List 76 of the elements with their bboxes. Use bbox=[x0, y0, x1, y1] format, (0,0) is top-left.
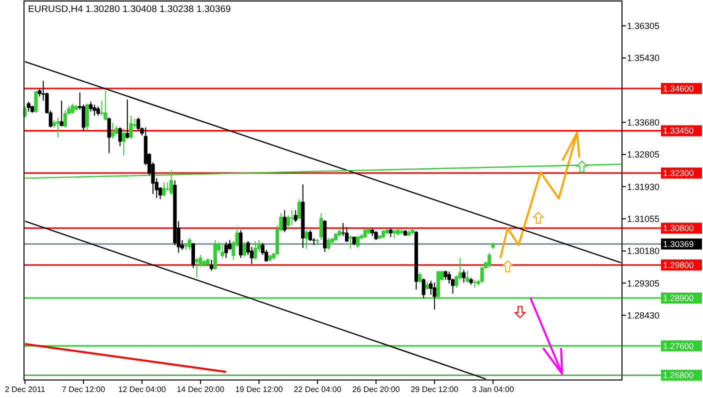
x-tick-label: 3 Jan 04:00 bbox=[472, 385, 514, 394]
candlestick bbox=[224, 242, 228, 258]
candlestick bbox=[418, 272, 422, 284]
candlestick bbox=[195, 257, 199, 278]
candlestick bbox=[344, 226, 349, 243]
candlestick bbox=[308, 230, 312, 242]
ref-line-label: 1.33450 bbox=[663, 126, 694, 136]
candlestick bbox=[488, 252, 492, 268]
candlestick bbox=[26, 101, 30, 112]
candlestick bbox=[118, 126, 122, 147]
y-tick-label: 1.30180 bbox=[627, 246, 660, 256]
candlestick bbox=[100, 100, 104, 116]
ref-line-label: 1.29800 bbox=[663, 260, 694, 270]
candlestick bbox=[85, 103, 89, 131]
candlestick bbox=[63, 110, 68, 128]
candlestick bbox=[432, 282, 436, 310]
candlestick bbox=[326, 238, 330, 250]
candlestick bbox=[254, 240, 258, 260]
candlestick bbox=[297, 198, 302, 220]
candlestick bbox=[188, 238, 192, 250]
candlestick bbox=[129, 115, 133, 139]
candlestick bbox=[56, 117, 60, 138]
candlestick bbox=[104, 90, 108, 121]
ref-line-label: 1.28900 bbox=[663, 293, 694, 303]
y-tick-label: 1.31930 bbox=[627, 182, 660, 192]
candlestick bbox=[89, 101, 93, 112]
candlestick bbox=[290, 210, 294, 226]
x-tick-label: 29 Dec 12:00 bbox=[410, 385, 459, 394]
x-tick-label: 2 Dec 2011 bbox=[4, 385, 46, 394]
y-tick-label: 1.28430 bbox=[627, 310, 660, 320]
ref-line-label: 1.32300 bbox=[663, 168, 694, 178]
candlestick bbox=[348, 234, 352, 250]
candlestick bbox=[110, 122, 115, 139]
candlestick bbox=[34, 90, 38, 114]
x-tick-label: 14 Dec 20:00 bbox=[176, 385, 225, 394]
ref-line-label: 1.34600 bbox=[663, 83, 694, 94]
x-tick-label: 7 Dec 12:00 bbox=[62, 385, 106, 394]
y-tick-label: 1.35430 bbox=[627, 53, 660, 64]
candlestick bbox=[282, 210, 286, 233]
y-tick-label: 1.33680 bbox=[627, 117, 660, 128]
candlestick bbox=[60, 100, 64, 127]
chart-title: EURUSD,H4 1.30280 1.30408 1.30238 1.30369 bbox=[28, 4, 231, 15]
candlestick bbox=[126, 99, 130, 139]
candlestick bbox=[238, 230, 243, 258]
candlestick bbox=[466, 270, 470, 284]
candlestick bbox=[96, 106, 100, 116]
candlestick bbox=[462, 269, 466, 284]
candlestick bbox=[392, 228, 396, 239]
candlestick bbox=[92, 104, 96, 116]
candlestick bbox=[220, 244, 224, 258]
x-tick-label: 26 Dec 20:00 bbox=[352, 385, 400, 394]
candlestick bbox=[162, 182, 166, 197]
ref-line-label: 1.30800 bbox=[663, 223, 694, 234]
candlestick bbox=[70, 103, 74, 114]
candlestick bbox=[107, 117, 111, 154]
x-tick-label: 19 Dec 12:00 bbox=[235, 385, 284, 394]
candlestick bbox=[294, 210, 298, 222]
candlestick bbox=[319, 212, 323, 240]
candlestick bbox=[166, 182, 170, 192]
ref-line-label: 1.27600 bbox=[663, 340, 694, 351]
y-tick-label: 1.36305 bbox=[627, 20, 660, 31]
candlestick bbox=[422, 278, 426, 299]
y-tick-label: 1.32805 bbox=[627, 150, 660, 160]
y-tick-label: 1.29305 bbox=[627, 278, 660, 288]
x-tick-label: 22 Dec 04:00 bbox=[294, 385, 342, 394]
ref-line-label: 1.30369 bbox=[663, 239, 694, 249]
y-tick-label: 1.31055 bbox=[627, 214, 660, 224]
candlestick bbox=[363, 228, 367, 239]
candlestick bbox=[122, 128, 126, 156]
ref-line-label: 1.26800 bbox=[663, 370, 694, 380]
candlestick bbox=[210, 259, 214, 272]
candlestick bbox=[191, 242, 195, 268]
candlestick bbox=[242, 242, 246, 258]
candlestick bbox=[304, 230, 308, 250]
x-tick-label: 12 Dec 04:00 bbox=[118, 385, 166, 394]
candlestick bbox=[356, 235, 360, 249]
